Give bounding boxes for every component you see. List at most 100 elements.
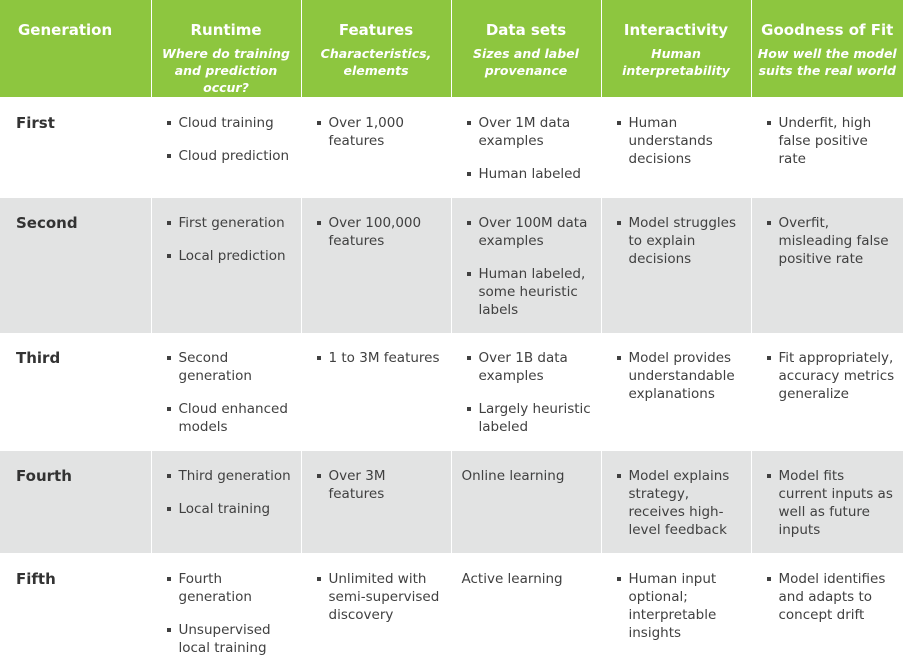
table-row-first: First Cloud training Cloud prediction Ov… — [0, 97, 903, 198]
runtime-list: Fourth generation Unsupervised local tra… — [162, 570, 295, 657]
header-data-sets-title: Data sets — [485, 21, 567, 39]
data-sets-list: Over 1M data examples Human labeled — [462, 114, 595, 183]
list-item: Cloud prediction — [162, 147, 295, 165]
list-item: Second generation — [162, 349, 295, 385]
list-item: Over 100M data examples — [462, 214, 595, 250]
table-body: First Cloud training Cloud prediction Ov… — [0, 97, 903, 657]
features-list: Over 3M features — [312, 467, 445, 503]
list-item: Human labeled — [462, 165, 595, 183]
runtime-cell: Third generation Local training — [151, 451, 302, 553]
features-list: Unlimited with semi-supervised discovery — [312, 570, 445, 624]
table-row-fourth: Fourth Third generation Local training O… — [0, 451, 903, 553]
interactivity-cell: Model provides understandable explanatio… — [601, 333, 752, 451]
list-item: First generation — [162, 214, 295, 232]
list-item: Cloud training — [162, 114, 295, 132]
fit-cell: Model identifies and adapts to concept d… — [751, 553, 903, 657]
table-row-second: Second First generation Local prediction… — [0, 198, 903, 333]
list-item: Local prediction — [162, 247, 295, 265]
interactivity-cell: Human input optional; interpretable insi… — [601, 553, 752, 657]
data-sets-cell: Online learning — [451, 451, 602, 553]
list-item: Fit appropriately, accuracy metrics gene… — [762, 349, 898, 403]
list-item: Model provides understandable explanatio… — [612, 349, 745, 403]
list-item: Human input optional; interpretable insi… — [612, 570, 745, 642]
runtime-cell: First generation Local prediction — [151, 198, 302, 333]
features-list: 1 to 3M features — [312, 349, 445, 367]
generation-name: Second — [0, 198, 152, 333]
runtime-cell: Cloud training Cloud prediction — [151, 97, 302, 198]
runtime-cell: Fourth generation Unsupervised local tra… — [151, 553, 302, 657]
features-list: Over 1,000 features — [312, 114, 445, 150]
interactivity-list: Human understands decisions — [612, 114, 745, 168]
features-list: Over 100,000 features — [312, 214, 445, 250]
header-row: Generation Runtime Where do training and… — [0, 0, 903, 97]
header-generation-title: Generation — [18, 21, 113, 39]
generation-name: Fourth — [0, 451, 152, 553]
runtime-list: Cloud training Cloud prediction — [162, 114, 295, 165]
fit-cell: Fit appropriately, accuracy metrics gene… — [751, 333, 903, 451]
fit-list: Model fits current inputs as well as fut… — [762, 467, 898, 539]
fit-cell: Overfit, misleading false positive rate — [751, 198, 903, 333]
fit-list: Overfit, misleading false positive rate — [762, 214, 898, 268]
list-item: Model explains strategy, receives high-l… — [612, 467, 745, 539]
list-item: Overfit, misleading false positive rate — [762, 214, 898, 268]
list-item: Largely heuristic labeled — [462, 400, 595, 436]
data-sets-cell: Over 1B data examples Largely heuristic … — [451, 333, 602, 451]
header-interactivity: Interactivity Human interpretability — [601, 0, 752, 97]
features-cell: Over 1,000 features — [301, 97, 452, 198]
features-cell: 1 to 3M features — [301, 333, 452, 451]
list-item: Human labeled, some heuristic labels — [462, 265, 595, 319]
fit-list: Model identifies and adapts to concept d… — [762, 570, 898, 624]
list-item: Local training — [162, 500, 295, 518]
features-cell: Over 3M features — [301, 451, 452, 553]
data-sets-cell: Over 100M data examples Human labeled, s… — [451, 198, 602, 333]
runtime-list: First generation Local prediction — [162, 214, 295, 265]
data-sets-list: Over 1B data examples Largely heuristic … — [462, 349, 595, 436]
header-runtime-subtitle: Where do training and prediction occur? — [162, 46, 290, 95]
list-item: Over 1,000 features — [312, 114, 445, 150]
list-item: Unlimited with semi-supervised discovery — [312, 570, 445, 624]
header-data-sets-subtitle: Sizes and label provenance — [473, 46, 579, 78]
list-item: Human understands decisions — [612, 114, 745, 168]
fit-cell: Underfit, high false positive rate — [751, 97, 903, 198]
list-item: Unsupervised local training — [162, 621, 295, 657]
header-interactivity-title: Interactivity — [623, 21, 729, 39]
fit-cell: Model fits current inputs as well as fut… — [751, 451, 903, 553]
list-item: Over 1B data examples — [462, 349, 595, 385]
list-item: Over 1M data examples — [462, 114, 595, 150]
generation-name: Third — [0, 333, 152, 451]
list-item: Model identifies and adapts to concept d… — [762, 570, 898, 624]
header-fit-title: Goodness of Fit — [761, 21, 894, 39]
interactivity-list: Model explains strategy, receives high-l… — [612, 467, 745, 539]
table-header: Generation Runtime Where do training and… — [0, 0, 903, 97]
list-item: Over 100,000 features — [312, 214, 445, 250]
interactivity-cell: Human understands decisions — [601, 97, 752, 198]
header-data-sets: Data sets Sizes and label provenance — [451, 0, 602, 97]
fit-list: Underfit, high false positive rate — [762, 114, 898, 168]
interactivity-list: Model provides understandable explanatio… — [612, 349, 745, 403]
header-fit-subtitle: How well the model suits the real world — [757, 46, 897, 78]
runtime-list: Third generation Local training — [162, 467, 295, 518]
header-generation: Generation — [0, 0, 152, 97]
data-sets-list: Over 100M data examples Human labeled, s… — [462, 214, 595, 319]
data-sets-cell: Over 1M data examples Human labeled — [451, 97, 602, 198]
list-item: Underfit, high false positive rate — [762, 114, 898, 168]
header-runtime: Runtime Where do training and prediction… — [151, 0, 302, 97]
header-features-subtitle: Characteristics, elements — [320, 46, 432, 78]
data-sets-text: Online learning — [461, 468, 565, 484]
interactivity-list: Model struggles to explain decisions — [612, 214, 745, 268]
generation-name: First — [0, 97, 152, 198]
interactivity-cell: Model explains strategy, receives high-l… — [601, 451, 752, 553]
list-item: Third generation — [162, 467, 295, 485]
data-sets-text: Active learning — [461, 571, 563, 587]
header-runtime-title: Runtime — [190, 21, 262, 39]
table-row-third: Third Second generation Cloud enhanced m… — [0, 333, 903, 451]
list-item: 1 to 3M features — [312, 349, 445, 367]
generation-name: Fifth — [0, 553, 152, 657]
interactivity-cell: Model struggles to explain decisions — [601, 198, 752, 333]
list-item: Model fits current inputs as well as fut… — [762, 467, 898, 539]
list-item: Model struggles to explain decisions — [612, 214, 745, 268]
features-cell: Unlimited with semi-supervised discovery — [301, 553, 452, 657]
header-features-title: Features — [338, 21, 414, 39]
header-interactivity-subtitle: Human interpretability — [622, 46, 730, 78]
